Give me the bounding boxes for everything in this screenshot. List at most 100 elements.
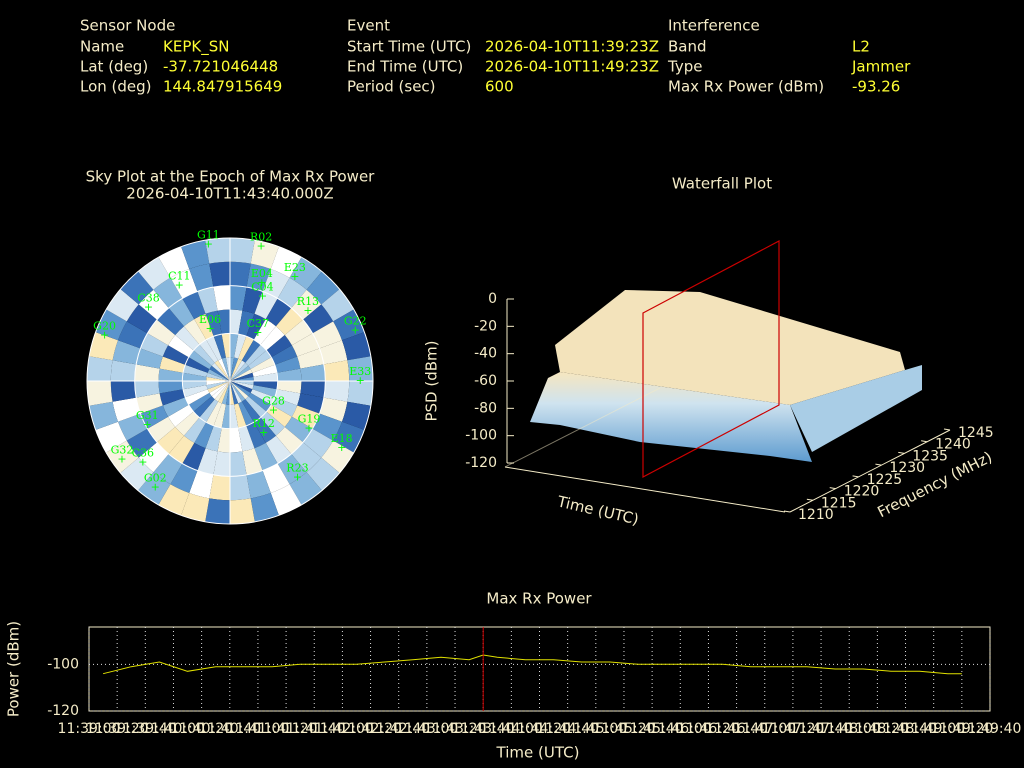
heat-cell	[300, 381, 326, 398]
heat-cell	[184, 319, 207, 345]
heat-cell	[182, 381, 207, 390]
field-value: L2	[852, 38, 870, 56]
y-tick	[783, 510, 791, 513]
heat-cell	[147, 319, 176, 346]
satellite-marker: +	[205, 322, 214, 335]
x-tick-label: 11:45:20	[593, 721, 656, 737]
heat-cell	[271, 345, 298, 365]
heat-cell	[230, 381, 239, 405]
x-tick-label: 11:44:00	[480, 721, 543, 737]
heat-cell	[253, 319, 276, 345]
field-label: Start Time (UTC)	[347, 38, 471, 56]
field-label: Type	[667, 58, 702, 76]
heat-cell	[162, 397, 189, 417]
heat-cell	[260, 411, 285, 436]
sky-title: Sky Plot at the Epoch of Max Rx Power	[86, 168, 376, 186]
heat-cell	[291, 405, 320, 429]
satellite-label: G31	[136, 409, 159, 422]
satellite-marker: +	[100, 328, 109, 341]
satellite-label: C37	[247, 317, 269, 330]
heat-cell	[110, 381, 137, 402]
heat-cell	[214, 381, 230, 402]
heat-cell	[87, 356, 113, 381]
heat-cell	[197, 448, 218, 475]
x-tick-label: 11:45:00	[564, 721, 627, 737]
heat-cell	[206, 401, 222, 426]
x-tick-label: 11:46:40	[705, 721, 768, 737]
x-tick-label: 11:41:00	[226, 721, 289, 737]
heat-cell	[230, 358, 242, 381]
x-tick-label: 11:44:20	[508, 721, 571, 737]
satellite-label: G19	[298, 412, 321, 425]
satellite-marker: +	[351, 323, 360, 336]
heat-cell	[230, 381, 246, 402]
satellite-label: G20	[93, 319, 116, 332]
satellite-marker: +	[258, 289, 267, 302]
x-axis	[504, 466, 786, 513]
heat-cell	[158, 368, 184, 381]
heat-cell	[209, 381, 230, 397]
heat-cell	[126, 304, 157, 334]
heat-cell	[157, 308, 184, 335]
x-tick-label: 11:42:20	[339, 721, 402, 737]
satellite-marker: +	[337, 441, 346, 454]
satellite-marker: +	[269, 403, 278, 416]
x-tick-label: 11:41:20	[255, 721, 318, 737]
y-tick	[943, 428, 951, 431]
z-tick-label: -20	[474, 318, 497, 334]
heat-cell	[207, 381, 230, 393]
power-line	[102, 654, 962, 675]
heat-cell	[230, 381, 254, 390]
heat-cell	[206, 372, 230, 381]
heat-cell	[230, 333, 239, 358]
surface-front	[530, 372, 812, 462]
heat-cell	[175, 326, 200, 351]
heat-cell	[230, 376, 254, 381]
heat-cell	[110, 360, 137, 381]
heat-cell	[170, 463, 198, 493]
heat-cell	[250, 493, 279, 522]
heat-cell	[134, 381, 160, 398]
satellite-label: G11	[197, 228, 220, 241]
heat-cell	[230, 285, 247, 311]
z-tick-label: -60	[474, 373, 497, 389]
satellite-label: G22	[344, 314, 367, 327]
heat-cell	[153, 277, 183, 308]
heat-cell	[209, 365, 230, 381]
heat-cell	[291, 442, 322, 473]
heat-cell	[241, 339, 261, 363]
satellite-marker: +	[303, 304, 312, 317]
heat-cell	[246, 313, 266, 340]
satellite-label: C11	[168, 270, 190, 283]
heat-cell	[209, 261, 230, 288]
heat-cell	[221, 404, 230, 429]
x-tick-label: 11:40:20	[170, 721, 233, 737]
heat-cell	[120, 457, 154, 491]
satellite-marker: +	[253, 326, 262, 339]
heat-cell	[234, 334, 247, 359]
heat-cell	[194, 313, 214, 340]
heat-cell	[303, 428, 334, 458]
heat-cell	[162, 345, 189, 365]
satellite-label: R02	[250, 230, 272, 243]
heat-cell	[277, 277, 307, 308]
heat-cell	[265, 298, 292, 327]
z-tick-label: -80	[474, 400, 497, 416]
heat-cell	[230, 474, 251, 501]
heat-cell	[112, 397, 141, 422]
field-value: 2026-04-10T11:49:23Z	[485, 58, 659, 76]
satellite-marker: +	[259, 426, 268, 439]
satellite-marker: +	[117, 452, 126, 465]
heat-cell	[168, 335, 194, 358]
heat-cell	[230, 381, 254, 386]
y-tick-label: 1215	[821, 495, 857, 511]
z-axis-label: PSD (dBm)	[423, 340, 441, 421]
heat-cell	[333, 421, 365, 453]
field-label: Band	[668, 38, 707, 56]
heat-cell	[342, 332, 371, 361]
heat-cell	[168, 298, 195, 327]
heat-cell	[342, 401, 371, 430]
heat-cell	[230, 309, 243, 335]
heat-cell	[217, 427, 230, 453]
